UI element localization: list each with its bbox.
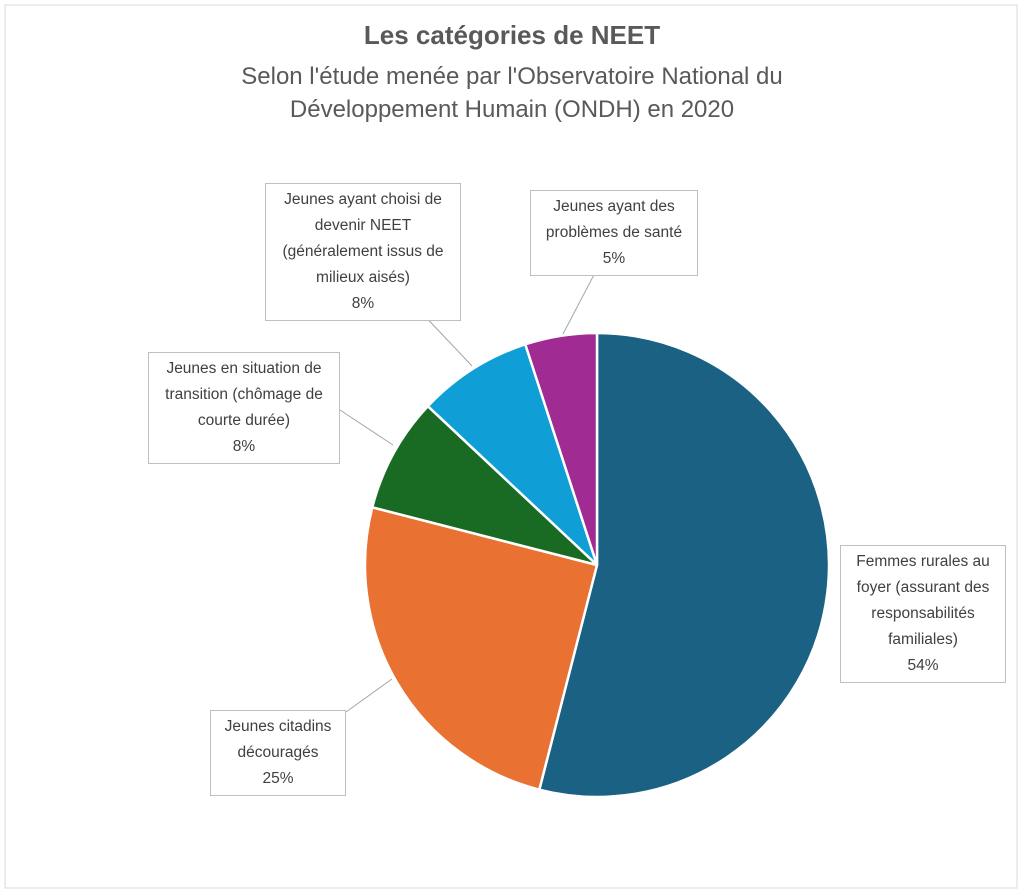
data-label: Jeunes citadins découragés 25% xyxy=(210,710,346,796)
label-category: Jeunes ayant des problèmes de santé xyxy=(545,198,683,241)
label-value: 25% xyxy=(262,770,294,787)
pie-slice xyxy=(426,342,599,566)
label-value: 8% xyxy=(232,438,256,455)
chart-title: Les catégories de NEET xyxy=(363,20,661,50)
pie-slice xyxy=(537,331,831,799)
label-value: 5% xyxy=(602,250,626,267)
label-value: 54% xyxy=(907,657,939,674)
pie-slice xyxy=(363,505,599,792)
data-label: Jeunes en situation de transition (chôma… xyxy=(148,352,340,464)
pie-slice xyxy=(523,331,599,566)
label-category: Jeunes en situation de transition (chôma… xyxy=(165,360,323,429)
data-label: Jeunes ayant des problèmes de santé 5% xyxy=(530,190,698,276)
data-label: Jeunes ayant choisi de devenir NEET (gén… xyxy=(265,183,461,321)
label-value: 8% xyxy=(351,295,375,312)
leader-line xyxy=(562,268,598,335)
label-category: Jeunes ayant choisi de devenir NEET (gén… xyxy=(282,191,444,286)
label-category: Femmes rurales au foyer (assurant des re… xyxy=(856,553,990,648)
leader-line xyxy=(345,678,393,713)
label-category: Jeunes citadins découragés xyxy=(224,718,332,761)
data-label: Femmes rurales au foyer (assurant des re… xyxy=(840,545,1006,683)
chart-subtitle: Selon l'étude menée par l'Observatoire N… xyxy=(241,63,783,123)
leader-line xyxy=(339,409,394,446)
pie-slice xyxy=(370,404,598,567)
